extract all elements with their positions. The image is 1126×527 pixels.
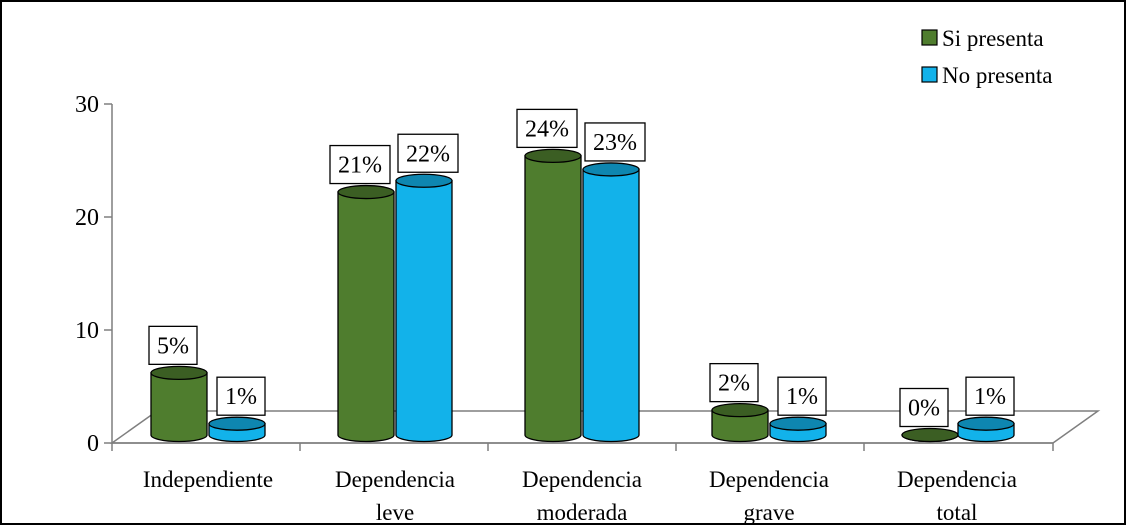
bar-top [208, 416, 266, 431]
data-label-no-0: 1% [216, 376, 266, 416]
x-category-label: moderada [537, 500, 628, 525]
data-label-text: 24% [525, 116, 569, 142]
bar-top [395, 173, 453, 188]
data-label-si-1: 21% [329, 144, 391, 185]
data-label-box [584, 122, 646, 162]
x-category-label: Dependencia [522, 467, 642, 492]
data-label-box [899, 387, 949, 428]
bar-top [769, 416, 827, 431]
bar-no-4 [957, 416, 1015, 443]
bar-top [150, 365, 208, 381]
x-category-label: Dependencia [709, 467, 829, 492]
bar-body [582, 168, 640, 443]
data-label-si-3: 2% [709, 362, 759, 403]
x-category-label: total [937, 500, 978, 525]
data-label-no-2: 23% [584, 122, 646, 162]
bar-no-0 [208, 416, 266, 443]
data-label-si-2: 24% [516, 108, 578, 149]
bar-si-4 [901, 427, 959, 443]
x-category-label: leve [376, 500, 414, 525]
data-label-text: 5% [157, 333, 189, 359]
x-category-label: Dependencia [897, 467, 1017, 492]
data-label-box [709, 362, 759, 403]
x-category-label: grave [743, 500, 794, 525]
bar-top [337, 184, 395, 200]
data-label-box [397, 133, 459, 173]
bar-body [524, 155, 582, 443]
bar-top [957, 416, 1015, 431]
data-label-text: 1% [786, 384, 818, 410]
legend-swatch [921, 66, 938, 83]
data-label-box [516, 108, 578, 149]
data-label-text: 1% [974, 384, 1006, 410]
bar-si-2 [524, 148, 582, 443]
data-label-no-1: 22% [397, 133, 459, 173]
x-category-label: Dependencia [335, 467, 455, 492]
legend-swatch [921, 29, 938, 46]
bar-si-3 [711, 402, 769, 443]
legend-item-0: Si presenta [921, 26, 1044, 51]
bar-body [711, 409, 769, 443]
bar-top [901, 427, 959, 443]
data-label-text: 0% [908, 396, 940, 422]
y-tick-label: 30 [75, 92, 99, 118]
legend-item-1: No presenta [921, 63, 1053, 88]
bar-no-2 [582, 162, 640, 443]
bar-si-1 [337, 184, 395, 443]
bar-si-0 [150, 365, 208, 443]
data-label-text: 1% [225, 384, 257, 410]
y-tick-label: 10 [75, 318, 99, 344]
data-label-no-4: 1% [965, 376, 1015, 416]
data-label-text: 23% [593, 130, 637, 156]
y-tick-label: 0 [87, 431, 99, 457]
data-label-text: 2% [718, 371, 750, 397]
data-label-box [777, 376, 827, 416]
y-tick-label: 20 [75, 205, 99, 231]
legend-label: No presenta [942, 63, 1053, 88]
bar-top [711, 402, 769, 418]
bar-top [524, 148, 582, 164]
data-label-box [216, 376, 266, 416]
data-label-no-3: 1% [777, 376, 827, 416]
bar-body [395, 180, 453, 443]
data-label-text: 22% [406, 141, 450, 167]
data-label-box [148, 325, 198, 366]
bar-body [150, 372, 208, 443]
bar-top [582, 162, 640, 177]
x-category-label: Independiente [143, 467, 273, 492]
data-label-si-0: 5% [148, 325, 198, 366]
data-label-text: 21% [338, 153, 382, 179]
data-label-box [329, 144, 391, 185]
data-label-si-4: 0% [899, 387, 949, 428]
bar-no-1 [395, 173, 453, 443]
data-label-box [965, 376, 1015, 416]
legend-label: Si presenta [942, 26, 1044, 51]
bar-no-3 [769, 416, 827, 443]
bar-body [337, 191, 395, 443]
